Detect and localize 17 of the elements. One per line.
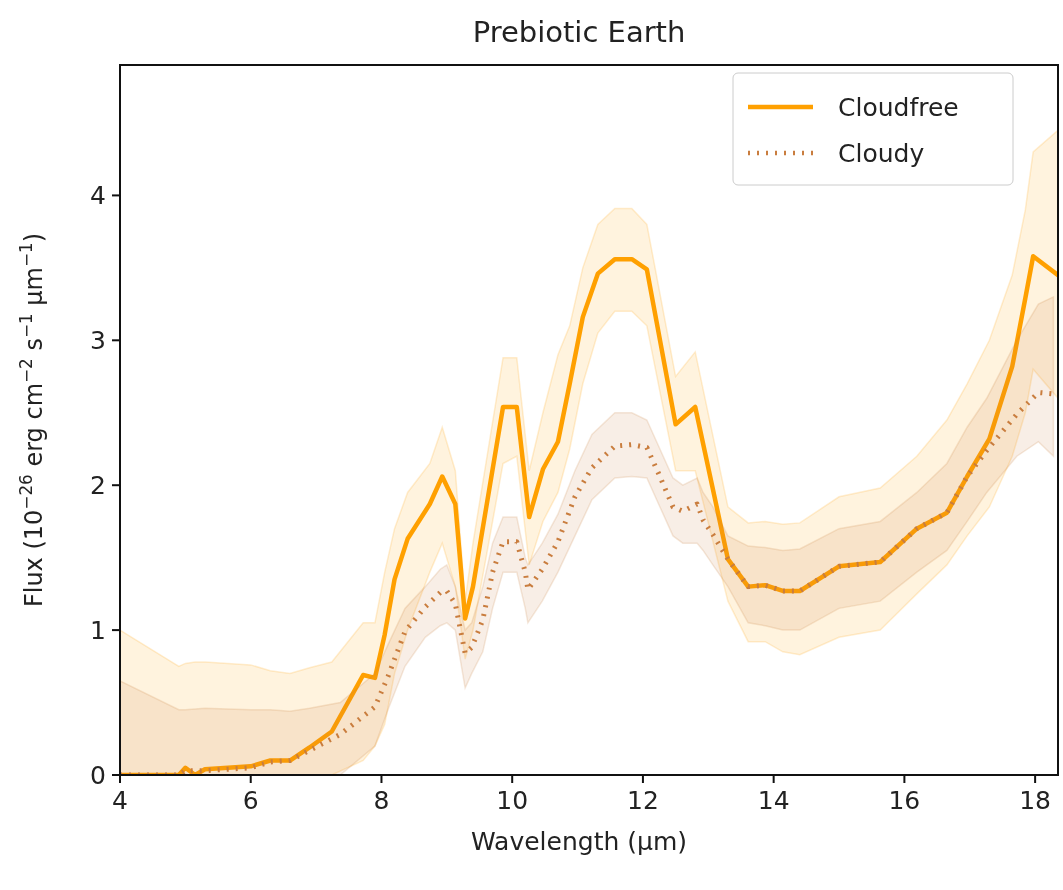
chart-title: Prebiotic Earth xyxy=(472,15,686,49)
y-tick-label: 0 xyxy=(90,761,106,790)
x-tick-label: 14 xyxy=(757,786,790,815)
x-tick-label: 16 xyxy=(888,786,921,815)
legend-label: Cloudy xyxy=(838,139,925,168)
y-tick-label: 4 xyxy=(90,181,106,211)
x-tick-label: 18 xyxy=(1019,786,1052,815)
y-tick-label: 1 xyxy=(90,616,106,646)
legend-label: Cloudfree xyxy=(838,93,959,122)
x-tick-label: 8 xyxy=(373,786,390,815)
x-tick-label: 4 xyxy=(112,786,128,815)
x-tick-label: 10 xyxy=(496,786,529,815)
y-tick-label: 3 xyxy=(90,326,106,356)
x-axis-title: Wavelength (μm) xyxy=(470,827,688,856)
x-tick-label: 6 xyxy=(242,786,259,815)
x-tick-label: 12 xyxy=(627,786,659,815)
y-tick-label: 2 xyxy=(90,471,106,501)
